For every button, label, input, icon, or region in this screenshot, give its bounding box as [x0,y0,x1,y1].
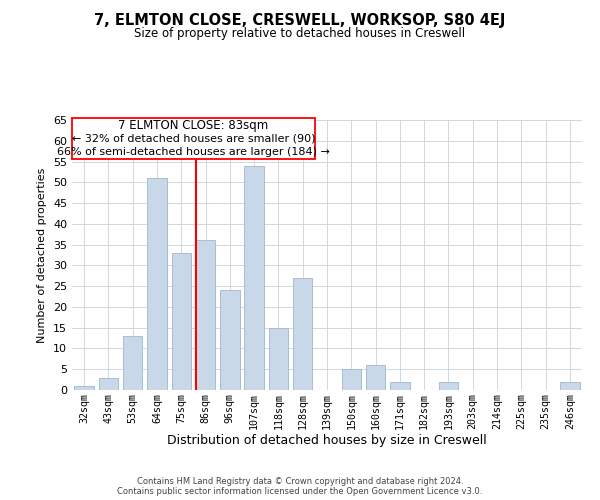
Bar [196,240,215,390]
Bar [366,365,385,390]
X-axis label: Distribution of detached houses by size in Creswell: Distribution of detached houses by size … [167,434,487,448]
Bar [74,386,94,390]
Text: Contains HM Land Registry data © Crown copyright and database right 2024.: Contains HM Land Registry data © Crown c… [137,477,463,486]
Bar [172,253,191,390]
Bar [220,290,239,390]
Bar [439,382,458,390]
Bar [244,166,264,390]
Text: ← 32% of detached houses are smaller (90): ← 32% of detached houses are smaller (90… [71,134,315,143]
Bar [99,378,118,390]
Bar [560,382,580,390]
FancyBboxPatch shape [72,118,315,160]
Bar [147,178,167,390]
Text: 66% of semi-detached houses are larger (184) →: 66% of semi-detached houses are larger (… [57,147,330,157]
Y-axis label: Number of detached properties: Number of detached properties [37,168,47,342]
Text: Contains public sector information licensed under the Open Government Licence v3: Contains public sector information licen… [118,487,482,496]
Bar [293,278,313,390]
Text: 7 ELMTON CLOSE: 83sqm: 7 ELMTON CLOSE: 83sqm [118,119,269,132]
Bar [269,328,288,390]
Bar [123,336,142,390]
Bar [390,382,410,390]
Bar [341,369,361,390]
Text: Size of property relative to detached houses in Creswell: Size of property relative to detached ho… [134,28,466,40]
Text: 7, ELMTON CLOSE, CRESWELL, WORKSOP, S80 4EJ: 7, ELMTON CLOSE, CRESWELL, WORKSOP, S80 … [94,12,506,28]
